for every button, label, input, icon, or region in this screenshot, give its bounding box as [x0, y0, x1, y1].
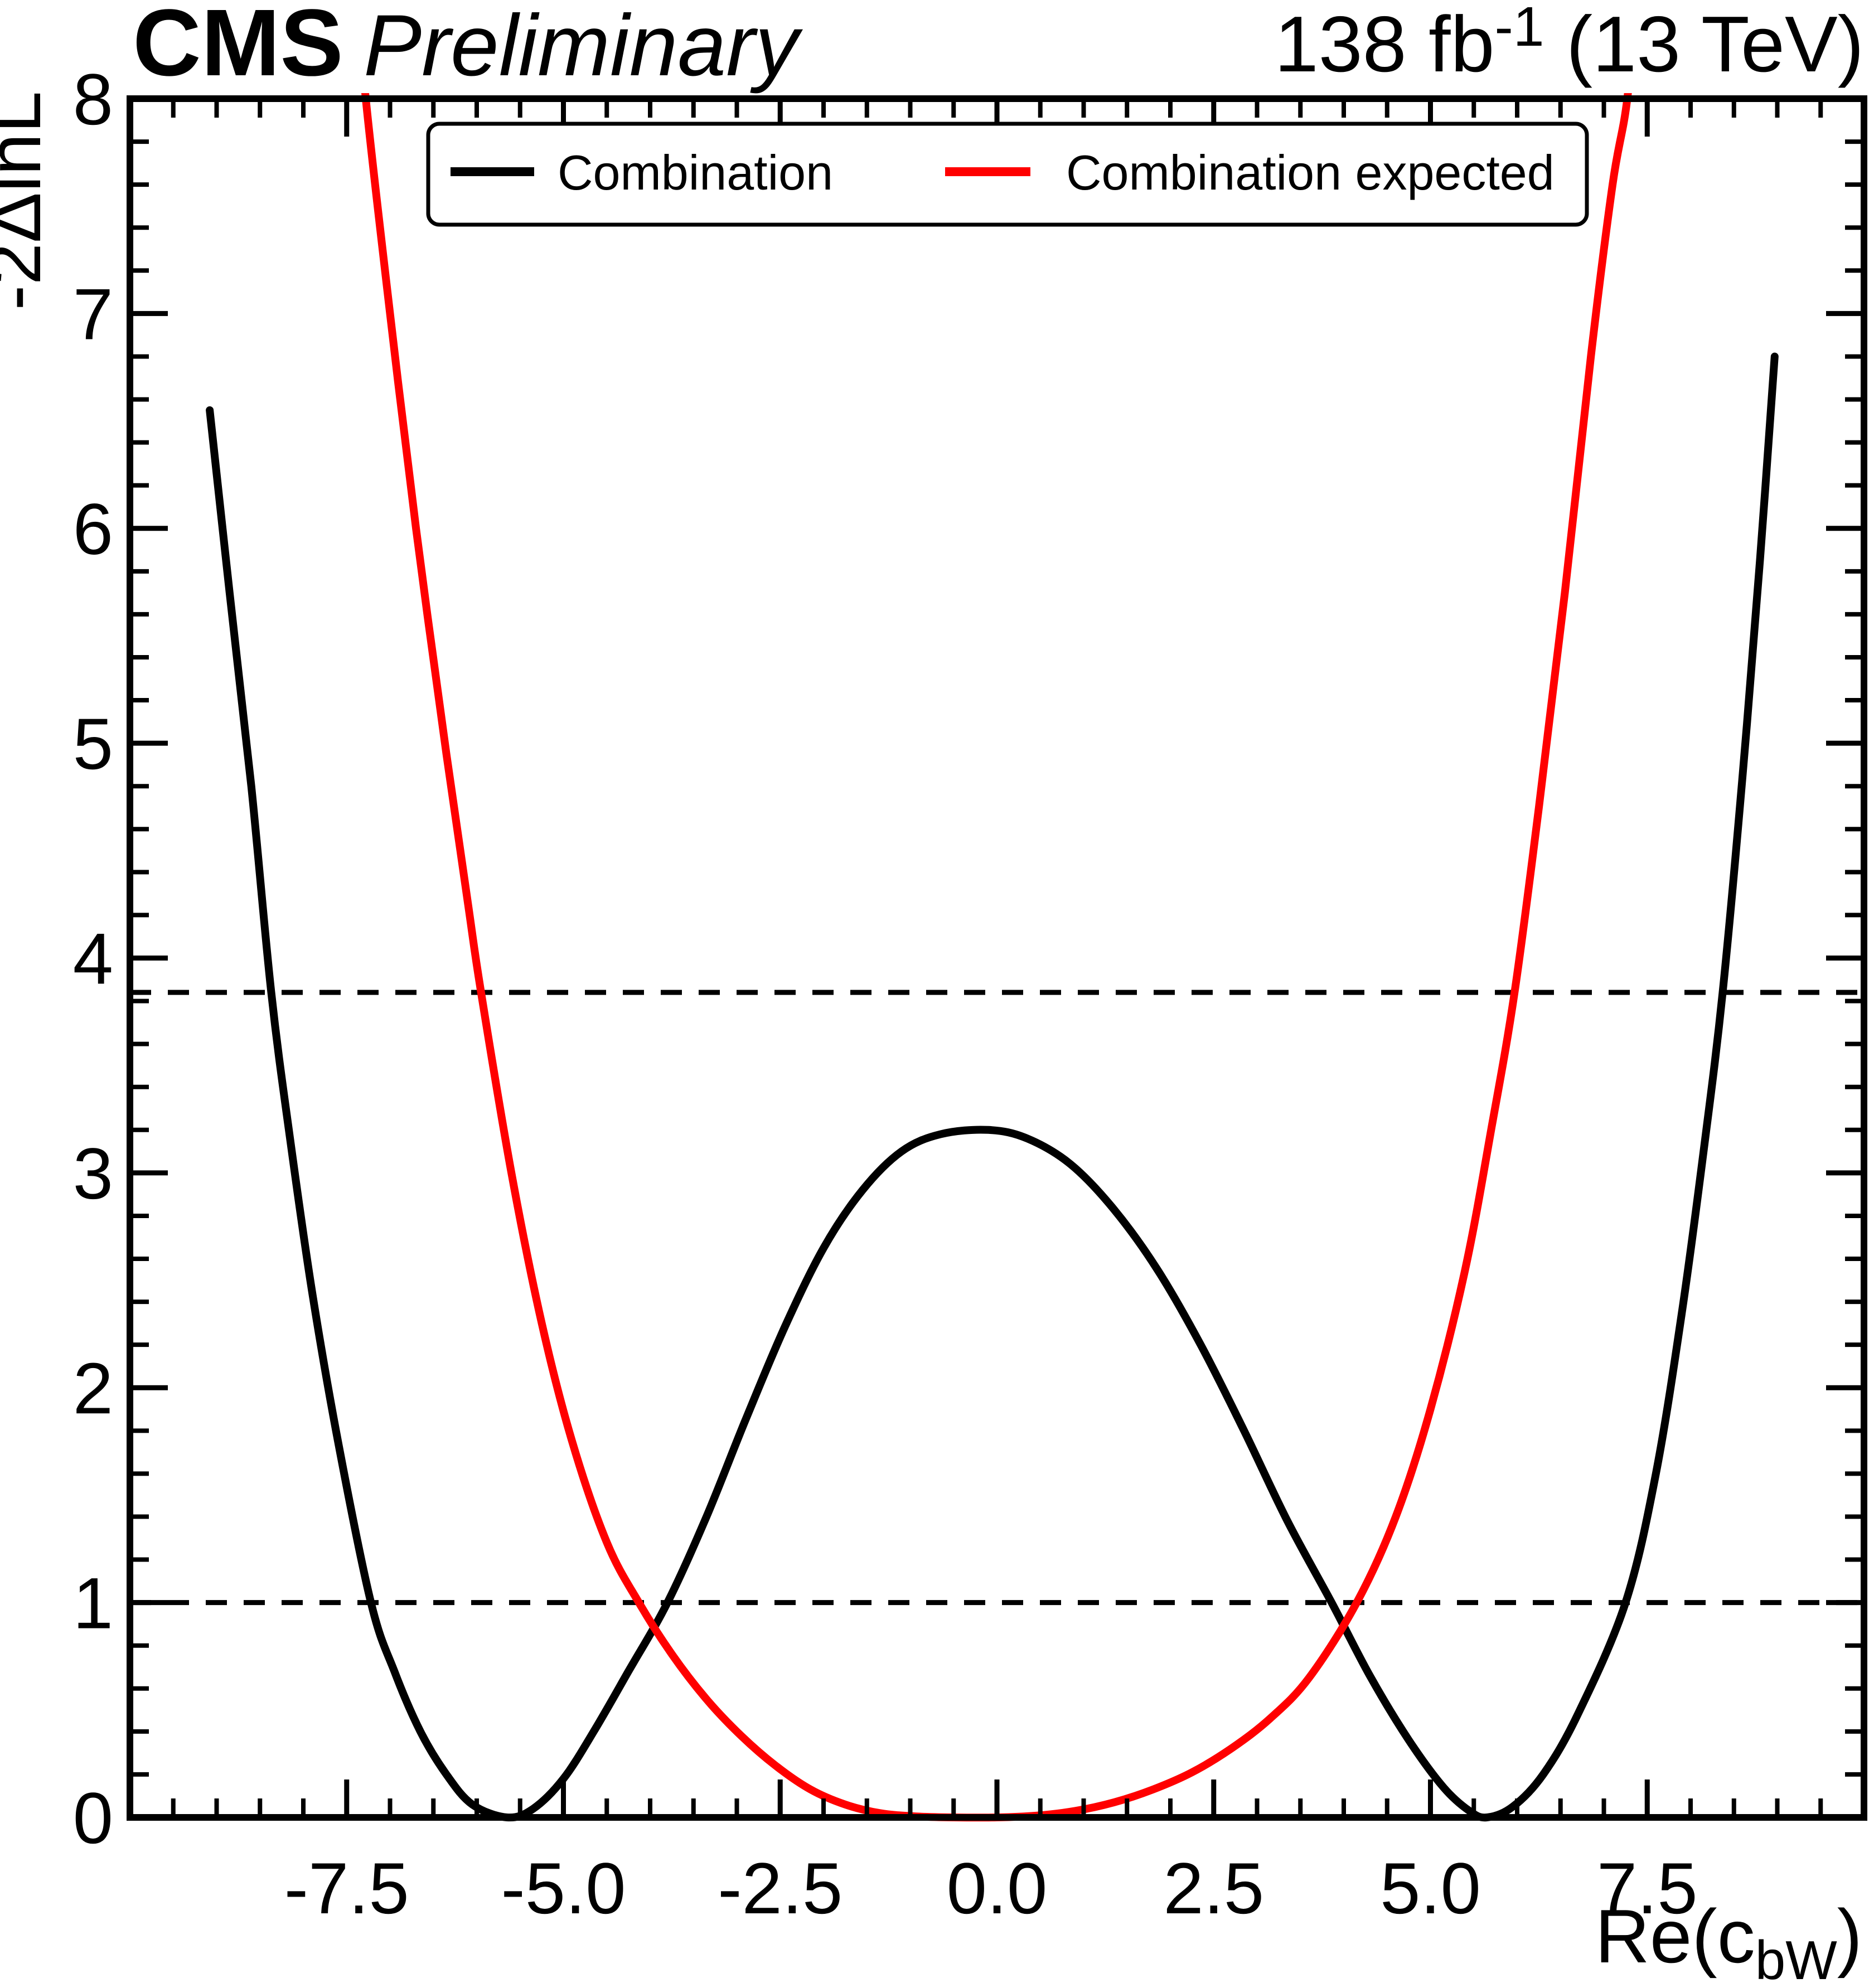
scan-curves	[206, 93, 1779, 1822]
y-tick-label: 8	[73, 59, 113, 140]
experiment-logo-text: CMS	[133, 0, 343, 96]
x-tick-label: -7.5	[284, 1848, 409, 1929]
y-tick-label: 2	[73, 1347, 113, 1429]
x-axis-title: Re(cbW)	[1595, 1894, 1862, 1988]
x-tick-label: 5.0	[1380, 1848, 1481, 1929]
y-tick-label: 5	[73, 703, 113, 784]
confidence-level-lines	[130, 990, 1864, 1606]
text-part: 138 fb	[1275, 0, 1495, 89]
y-tick-label: 6	[73, 488, 113, 570]
x-tick-label: 0.0	[947, 1848, 1048, 1929]
x-tick-label: -2.5	[718, 1848, 842, 1929]
y-tick-label: 7	[73, 273, 113, 355]
text-part: (13 TeV)	[1544, 0, 1864, 89]
preliminary-label: Preliminary	[364, 0, 803, 94]
curve-combination-expected	[361, 93, 1632, 1822]
text-part: -1	[1495, 0, 1544, 58]
text-part: Re(c	[1595, 1894, 1755, 1979]
curve-combination	[206, 352, 1779, 1822]
luminosity-energy-label: 138 fb-1 (13 TeV)	[1275, 0, 1864, 89]
x-tick-label: -5.0	[501, 1848, 626, 1929]
y-axis-title: -2ΔlnL	[0, 91, 56, 310]
axis-ticks	[130, 96, 1864, 1820]
legend-label-combination: Combination	[558, 145, 833, 200]
x-tick-label: 2.5	[1163, 1848, 1264, 1929]
plot-frame	[127, 95, 1867, 1821]
y-tick-label: 1	[73, 1563, 113, 1644]
y-tick-label: 0	[73, 1777, 113, 1859]
axis-tick-labels: -7.5 -5.0 -2.5 0.0 2.5 5.0 7.5 0 1 2 3 4 5 6 7 8	[73, 59, 1698, 1929]
legend-label-combination-expected: Combination expected	[1066, 145, 1555, 200]
text-part: bW	[1755, 1929, 1838, 1988]
text-part: )	[1837, 1894, 1862, 1979]
legend: Combination Combination expected	[426, 122, 1589, 227]
y-tick-label: 3	[73, 1133, 113, 1214]
x-tick-label: 7.5	[1597, 1848, 1698, 1929]
y-tick-label: 4	[73, 918, 113, 1000]
